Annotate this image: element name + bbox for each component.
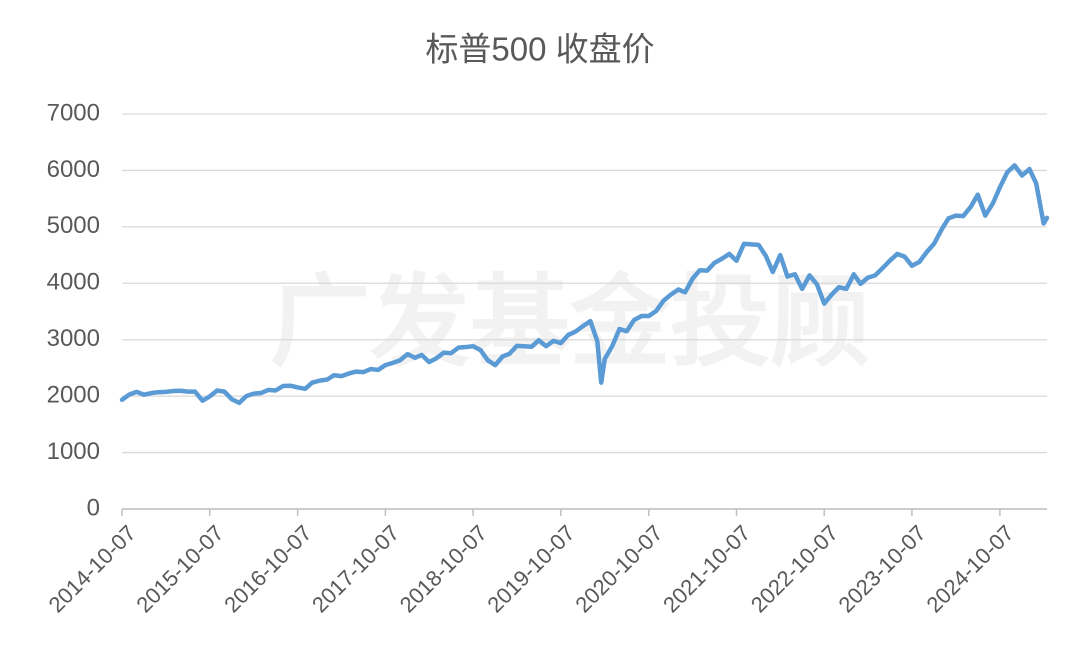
chart-title: 标普500 收盘价: [425, 31, 654, 68]
x-tick-label: 2023-10-07: [834, 520, 931, 617]
y-tick-label: 1000: [47, 438, 100, 465]
watermark: 广发基金投顾: [270, 266, 870, 378]
y-tick-label: 7000: [47, 99, 100, 126]
x-tick-label: 2017-10-07: [307, 520, 404, 617]
y-tick-label: 6000: [47, 156, 100, 183]
x-tick-label: 2021-10-07: [658, 520, 755, 617]
x-tick-label: 2024-10-07: [921, 520, 1018, 617]
x-tick-label: 2020-10-07: [570, 520, 667, 617]
x-tick-label: 2015-10-07: [131, 520, 228, 617]
x-tick-label: 2016-10-07: [219, 520, 316, 617]
x-tick-label: 2014-10-07: [44, 520, 141, 617]
y-tick-label: 3000: [47, 325, 100, 352]
price-line: [119, 163, 1050, 406]
y-tick-label: 5000: [47, 212, 100, 239]
y-tick-label: 0: [87, 494, 100, 521]
x-tick-label: 2019-10-07: [482, 520, 579, 617]
x-tick-label: 2022-10-07: [746, 520, 843, 617]
y-tick-label: 4000: [47, 269, 100, 296]
y-tick-label: 2000: [47, 381, 100, 408]
x-tick-label: 2018-10-07: [395, 520, 492, 617]
